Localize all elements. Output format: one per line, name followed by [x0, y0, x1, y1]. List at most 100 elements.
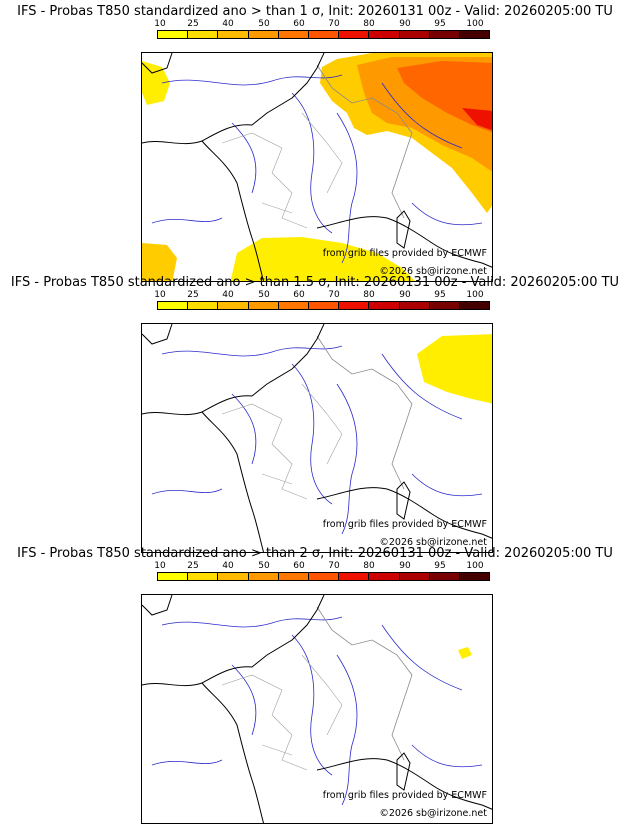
- colorbar-swatch: [369, 302, 400, 309]
- colorbar-tick: 80: [363, 290, 375, 300]
- colorbar-tick: 25: [187, 290, 199, 300]
- colorbar-swatch: [158, 31, 189, 38]
- colorbar-swatches: [157, 301, 490, 310]
- panel-title: IFS - Probas T850 standardized ano > tha…: [10, 275, 620, 290]
- coastline: [201, 682, 264, 823]
- colorbar-swatch: [339, 31, 370, 38]
- colorbar-tick: 50: [258, 561, 270, 571]
- coastline: [142, 53, 325, 145]
- probability-area: [142, 243, 177, 281]
- colorbar-swatch: [429, 573, 460, 580]
- coastline: [396, 752, 411, 791]
- river: [231, 393, 257, 465]
- coastline: [396, 481, 411, 520]
- colorbar-ticks: 10 25 40 50 60 70 80 90 95 100: [154, 19, 490, 29]
- colorbar-tick: 90: [399, 19, 411, 29]
- coastline: [316, 216, 492, 268]
- copyright-credit: ©2026 sb@irizone.net: [379, 537, 487, 548]
- river: [411, 473, 483, 497]
- colorbar-swatch: [429, 31, 460, 38]
- colorbar-swatch: [188, 302, 219, 309]
- river: [151, 488, 223, 495]
- colorbar-swatch: [369, 31, 400, 38]
- colorbar-tick: 95: [434, 290, 446, 300]
- colorbar-swatch: [339, 573, 370, 580]
- colorbar-tick: 40: [222, 290, 234, 300]
- copyright-credit: ©2026 sb@irizone.net: [379, 266, 487, 277]
- colorbar-swatch: [248, 302, 279, 309]
- colorbar-swatches: [157, 572, 490, 581]
- colorbar-ticks: 10 25 40 50 60 70 80 90 95 100: [154, 561, 490, 571]
- colorbar-tick: 95: [434, 19, 446, 29]
- copyright-credit: ©2026 sb@irizone.net: [379, 808, 487, 819]
- colorbar-swatch: [308, 302, 340, 309]
- colorbar-tick: 100: [466, 561, 484, 571]
- colorbar-swatch: [308, 573, 340, 580]
- river: [161, 74, 343, 86]
- colorbar-swatch: [218, 31, 249, 38]
- probability-area: [142, 61, 170, 105]
- coastline: [396, 210, 411, 249]
- river: [291, 634, 333, 776]
- coastline: [142, 595, 325, 687]
- river: [381, 624, 463, 691]
- river: [411, 744, 483, 768]
- colorbar-tick: 60: [293, 19, 305, 29]
- colorbar-tick: 60: [293, 561, 305, 571]
- colorbar-tick: 25: [187, 561, 199, 571]
- colorbar-tick: 80: [363, 561, 375, 571]
- colorbar-swatch: [158, 302, 189, 309]
- river: [381, 82, 463, 149]
- colorbar-tick: 95: [434, 561, 446, 571]
- probability-area: [458, 647, 472, 659]
- colorbar-swatch: [339, 302, 370, 309]
- coastline: [142, 324, 325, 416]
- colorbar-tick: 100: [466, 290, 484, 300]
- colorbar-swatch: [278, 31, 309, 38]
- coastline: [142, 53, 173, 74]
- provider-credit: from grib files provided by ECMWF: [322, 790, 487, 801]
- colorbar-tick: 10: [154, 290, 166, 300]
- colorbar-tick: 90: [399, 561, 411, 571]
- colorbar-tick: 40: [222, 561, 234, 571]
- colorbar-tick: 90: [399, 290, 411, 300]
- colorbar-swatch: [248, 573, 279, 580]
- river: [336, 112, 358, 264]
- river: [161, 345, 343, 357]
- probability-area: [462, 108, 492, 131]
- colorbar-tick: 100: [466, 19, 484, 29]
- colorbar-swatch: [399, 302, 430, 309]
- colorbar-swatch: [459, 302, 490, 309]
- colorbar-swatch: [399, 573, 430, 580]
- colorbar: 10 25 40 50 60 70 80 90 95 100: [154, 561, 490, 582]
- river: [161, 616, 343, 628]
- colorbar-swatch: [188, 31, 219, 38]
- colorbar-tick: 80: [363, 19, 375, 29]
- colorbar-swatches: [157, 30, 490, 39]
- colorbar-tick: 60: [293, 290, 305, 300]
- border: [221, 654, 343, 771]
- river: [151, 217, 223, 224]
- probability-map: from grib files provided by ECMWF ©2026 …: [141, 52, 493, 282]
- colorbar-tick: 70: [328, 19, 340, 29]
- probability-map: from grib files provided by ECMWF ©2026 …: [141, 323, 493, 553]
- border: [221, 383, 343, 500]
- coastline: [142, 595, 173, 616]
- border: [316, 335, 413, 490]
- river: [291, 92, 333, 234]
- coastline: [201, 411, 264, 552]
- river: [151, 759, 223, 766]
- map-drawing: [142, 324, 492, 552]
- colorbar: 10 25 40 50 60 70 80 90 95 100: [154, 19, 490, 40]
- colorbar-swatch: [308, 31, 340, 38]
- colorbar-swatch: [188, 573, 219, 580]
- colorbar-swatch: [158, 573, 189, 580]
- colorbar-swatch: [429, 302, 460, 309]
- map-panel-2sigma: IFS - Probas T850 standardized ano > tha…: [0, 546, 630, 824]
- river: [291, 363, 333, 505]
- coastline: [201, 140, 264, 281]
- river: [411, 202, 483, 226]
- colorbar-swatch: [459, 31, 490, 38]
- colorbar-tick: 50: [258, 290, 270, 300]
- colorbar-tick: 50: [258, 19, 270, 29]
